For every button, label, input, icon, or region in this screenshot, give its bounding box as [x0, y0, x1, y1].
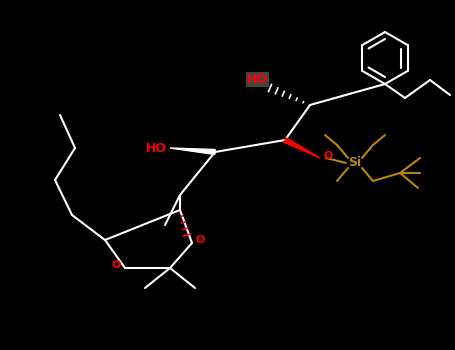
Text: O: O — [111, 260, 121, 270]
Text: HO: HO — [146, 141, 167, 154]
Text: Si: Si — [349, 156, 362, 169]
Polygon shape — [284, 138, 320, 158]
Polygon shape — [170, 148, 215, 154]
Text: HO: HO — [247, 73, 268, 86]
Text: O: O — [196, 235, 205, 245]
Text: O: O — [324, 151, 334, 161]
